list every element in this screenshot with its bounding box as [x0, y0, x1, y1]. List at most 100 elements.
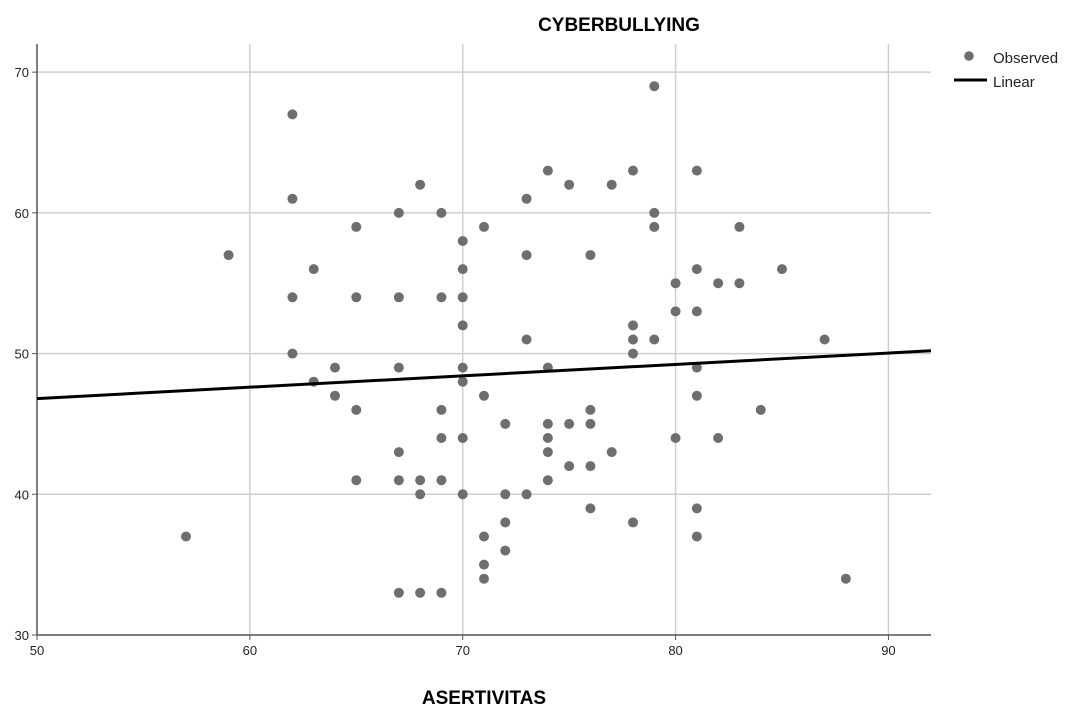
data-point-74	[649, 221, 660, 232]
x-tick-label-80: 80	[668, 643, 682, 658]
data-point-36	[457, 433, 468, 443]
y-tick-label-40: 40	[15, 487, 29, 502]
y-tick-label-30: 30	[15, 628, 29, 643]
axes	[32, 44, 931, 640]
data-point-46	[500, 545, 511, 556]
data-point-26	[436, 404, 447, 415]
data-point-20	[415, 179, 426, 190]
data-point-37	[457, 489, 468, 500]
data-point-58	[564, 418, 575, 429]
data-point-56	[542, 475, 553, 486]
data-point-38	[479, 221, 489, 232]
data-point-78	[670, 433, 681, 443]
x-axis-title: ASERTIVITAS	[422, 688, 546, 708]
data-point-35	[457, 376, 468, 387]
data-point-21	[415, 475, 426, 486]
data-point-44	[500, 489, 511, 500]
data-point-15	[393, 292, 404, 303]
y-tick-label-60: 60	[15, 206, 29, 221]
data-point-57	[564, 179, 575, 190]
data-point-67	[628, 165, 638, 176]
data-point-87	[713, 433, 724, 443]
data-point-12	[351, 404, 362, 415]
y-tick-labels: 30 40 50 60 70	[15, 65, 29, 643]
data-point-85	[691, 531, 702, 542]
y-tick-label-50: 50	[15, 347, 29, 362]
legend-linear-label: Linear	[993, 74, 1035, 91]
data-point-71	[628, 517, 638, 528]
data-point-76	[670, 278, 681, 289]
data-point-55	[542, 447, 553, 458]
data-point-29	[436, 587, 447, 598]
data-point-65	[606, 179, 617, 190]
data-point-24	[436, 207, 447, 218]
data-point-2	[287, 109, 298, 120]
data-point-9	[330, 390, 340, 401]
data-point-70	[628, 348, 638, 359]
data-point-90	[755, 404, 766, 415]
data-point-39	[479, 390, 489, 401]
data-point-53	[542, 418, 553, 429]
data-point-34	[457, 362, 468, 373]
data-point-49	[521, 334, 532, 345]
data-point-5	[287, 348, 298, 359]
data-point-61	[585, 404, 596, 415]
data-point-27	[436, 433, 447, 443]
data-point-83	[691, 390, 702, 401]
legend-observed-label: Observed	[993, 50, 1058, 67]
x-tick-label-50: 50	[30, 643, 44, 658]
data-point-40	[479, 531, 489, 542]
data-point-28	[436, 475, 447, 486]
data-point-45	[500, 517, 511, 528]
data-point-50	[521, 489, 532, 500]
data-point-80	[691, 264, 702, 275]
data-point-10	[351, 221, 362, 232]
data-point-69	[628, 334, 638, 345]
data-point-84	[691, 503, 702, 514]
data-point-32	[457, 292, 468, 303]
data-point-73	[649, 207, 660, 218]
legend: Observed Linear	[954, 50, 1058, 91]
data-point-93	[840, 573, 851, 584]
data-point-18	[393, 475, 404, 486]
data-point-54	[542, 433, 553, 443]
data-point-25	[436, 292, 447, 303]
data-point-42	[479, 573, 489, 584]
data-point-31	[457, 264, 468, 275]
data-point-8	[330, 362, 340, 373]
data-point-63	[585, 461, 596, 472]
data-point-14	[393, 207, 404, 218]
data-point-41	[479, 559, 489, 570]
data-point-4	[287, 292, 298, 303]
data-point-79	[691, 165, 702, 176]
gridlines	[37, 44, 931, 635]
data-point-19	[393, 587, 404, 598]
chart-title: CYBERBULLYING	[538, 15, 700, 36]
data-point-47	[521, 193, 532, 204]
data-point-48	[521, 250, 532, 261]
data-point-33	[457, 320, 468, 331]
linear-fit	[36, 349, 932, 401]
x-tick-label-70: 70	[455, 643, 469, 658]
legend-observed-marker	[964, 51, 974, 61]
data-point-66	[606, 447, 617, 458]
data-point-1	[223, 250, 234, 261]
data-point-22	[415, 489, 426, 500]
x-tick-label-90: 90	[881, 643, 895, 658]
data-point-88	[734, 221, 745, 232]
linear-fit-line	[36, 349, 932, 401]
data-point-59	[564, 461, 575, 472]
y-tick-label-70: 70	[15, 65, 29, 80]
data-point-64	[585, 503, 596, 514]
data-point-92	[819, 334, 830, 345]
data-point-17	[393, 447, 404, 458]
data-point-62	[585, 418, 596, 429]
data-point-77	[670, 306, 681, 317]
data-point-23	[415, 587, 426, 598]
data-point-60	[585, 250, 596, 261]
data-point-91	[777, 264, 787, 275]
data-point-0	[181, 531, 191, 542]
data-point-68	[628, 320, 638, 331]
data-point-75	[649, 334, 660, 345]
data-point-43	[500, 418, 511, 429]
